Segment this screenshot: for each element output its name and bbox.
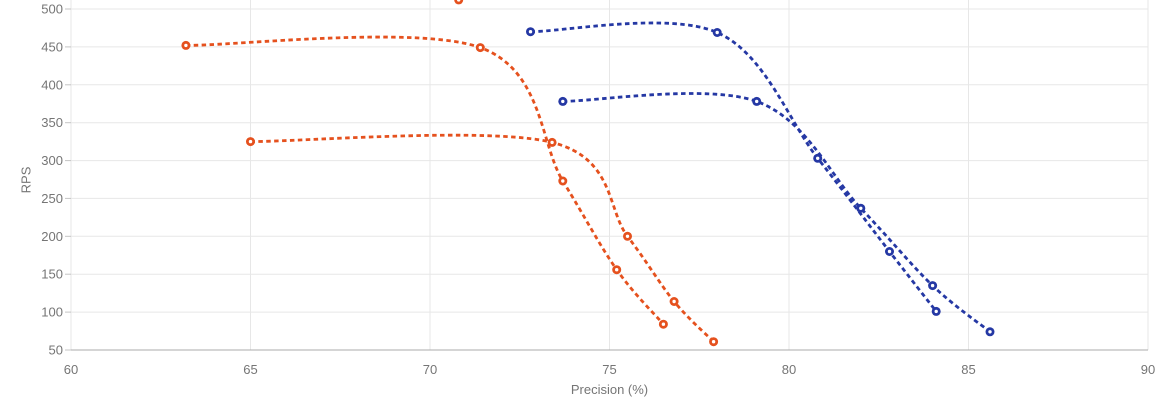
marker-inner-hole [816,156,820,160]
data-point-blue-curve-2[interactable] [752,96,762,106]
x-tick-label: 65 [243,362,257,377]
x-tick-label: 75 [602,362,616,377]
data-point-blue-curve-1[interactable] [931,306,941,316]
y-tick-label: 500 [41,2,63,17]
gridlines [70,0,1149,351]
marker-outer-circle [454,0,464,5]
marker-inner-hole [887,249,892,254]
marker-inner-hole [615,268,619,272]
x-tick-label: 80 [782,362,796,377]
data-point-blue-curve-2[interactable] [856,203,866,213]
series-line-orange-curve-1 [185,35,665,326]
x-tick-label: 90 [1141,362,1155,377]
data-point-orange-curve-1[interactable] [658,319,668,329]
y-tick-label: 50 [49,343,63,358]
data-point-blue-curve-2[interactable] [985,327,995,337]
marker-inner-hole [561,99,565,104]
marker-inner-hole [184,43,188,48]
x-tick-label: 60 [64,362,78,377]
data-point-orange-curve-2[interactable] [547,137,557,147]
data-point-orange-curve-2[interactable] [623,231,632,241]
x-tick-label: 70 [423,362,437,377]
y-tick-label: 300 [41,153,63,168]
marker-inner-hole [859,206,863,210]
marker-inner-hole [934,309,938,314]
series-line-orange-curve-2 [250,133,715,343]
y-tick-label: 100 [41,305,63,320]
y-tick-label: 150 [41,267,63,282]
marker-inner-hole [755,99,759,104]
marker-inner-hole [528,30,533,34]
marker-inner-hole [930,283,935,288]
series-lines [185,21,991,343]
y-axis-title: RPS [18,166,34,194]
x-tick-label: 85 [961,362,975,377]
marker-inner-hole [625,234,630,238]
marker-inner-hole [661,322,666,326]
data-point-blue-curve-1[interactable] [885,247,894,256]
marker-inner-hole [672,299,676,304]
series-line-blue-curve-1 [530,21,938,313]
data-point-blue-curve-1[interactable] [526,27,535,37]
x-axis-title: Precision (%) [570,382,649,397]
y-tick-label: 200 [41,229,63,244]
y-tick-label: 350 [41,115,63,130]
data-point-orange-curve-2[interactable] [246,137,255,147]
data-point-orange-curve-2[interactable] [709,337,719,347]
marker-inner-hole [550,140,554,145]
data-point-orange-curve-1[interactable] [475,43,485,53]
data-point-blue-curve-1[interactable] [813,153,823,163]
marker-inner-hole [711,340,716,344]
data-point-blue-curve-2[interactable] [558,96,568,106]
x-axis-tick-labels: 60 65 70 75 80 85 90 [64,362,1155,377]
data-point-orange-curve-1[interactable] [181,40,191,50]
data-point-blue-curve-2[interactable] [928,281,938,291]
marker-inner-hole [715,30,719,35]
data-point-blue-curve-1[interactable] [712,28,722,37]
marker-inner-hole [988,330,992,334]
marker-inner-hole [478,45,482,50]
y-tick-label: 250 [41,191,63,206]
y-axis-tick-labels: 50 100 150 200 250 300 350 400 450 500 [41,2,63,358]
marker-inner-hole [457,0,461,2]
y-tick-label: 400 [41,77,63,92]
marker-inner-hole [248,139,253,144]
y-tick-marks [65,8,71,351]
data-point-orange-curve-2[interactable] [669,297,679,306]
data-point-orange-curve-1[interactable] [558,176,568,186]
series-line-blue-curve-2 [562,92,991,333]
y-tick-label: 450 [41,39,63,54]
series-markers [181,0,995,347]
marker-inner-hole [561,179,565,183]
data-point-orange-curve-1[interactable] [612,265,622,275]
data-point-orange-point-clipped-at-top[interactable] [454,0,464,5]
